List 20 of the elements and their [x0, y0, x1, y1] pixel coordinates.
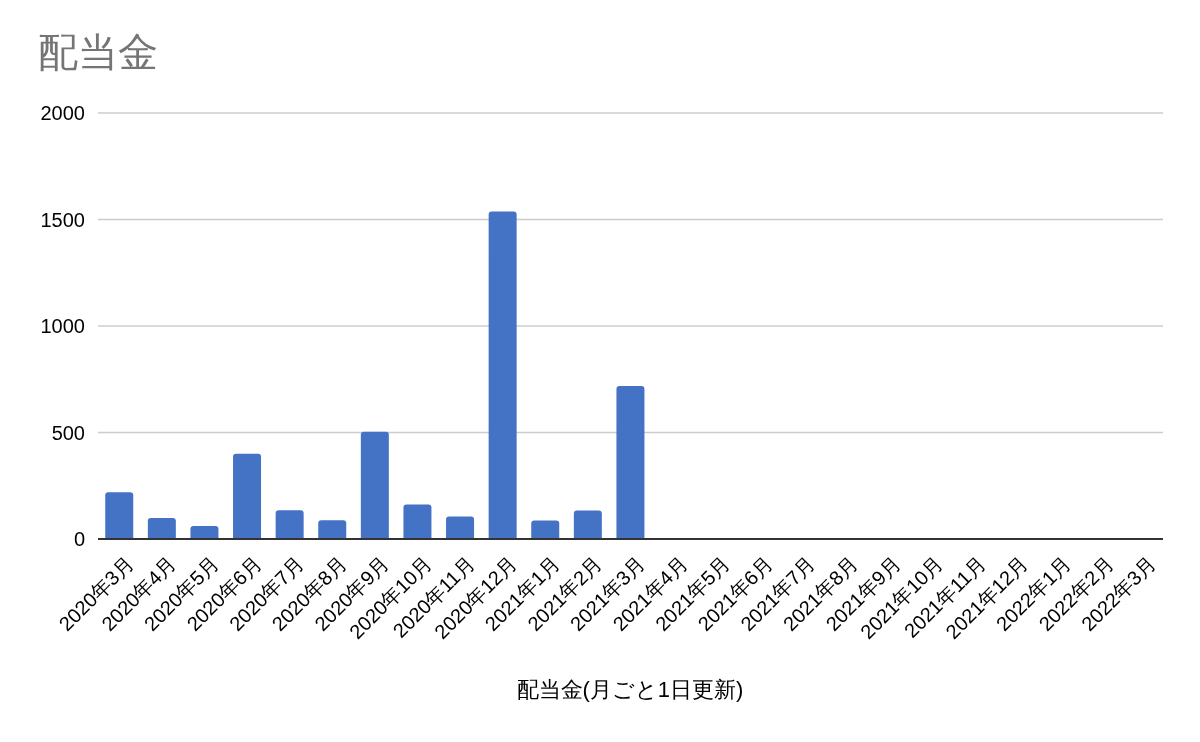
bar — [531, 520, 560, 539]
y-tick-label: 1500 — [40, 208, 85, 231]
y-tick-label: 0 — [73, 528, 85, 551]
bar — [275, 510, 304, 539]
x-axis-title: 配当金(月ごと1日更新) — [515, 676, 745, 704]
bar — [446, 516, 475, 539]
bar — [360, 431, 389, 539]
bar — [573, 510, 602, 539]
bar — [318, 520, 347, 539]
y-tick-label: 1000 — [40, 315, 85, 338]
bar — [105, 492, 134, 539]
bar — [233, 453, 262, 539]
bar — [403, 504, 432, 539]
bar — [488, 211, 517, 539]
bar — [616, 386, 645, 539]
bar — [190, 526, 219, 539]
y-tick-label: 500 — [51, 421, 85, 444]
y-tick-label: 2000 — [40, 102, 85, 125]
bar — [147, 517, 176, 539]
chart-title: 配当金 — [38, 30, 158, 74]
